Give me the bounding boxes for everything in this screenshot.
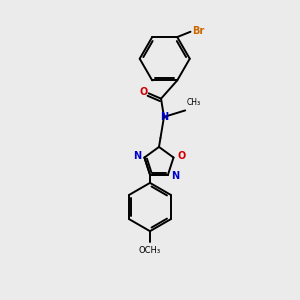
Text: N: N: [133, 151, 142, 161]
Text: CH₃: CH₃: [187, 98, 201, 107]
Text: O: O: [139, 87, 148, 97]
Text: OCH₃: OCH₃: [139, 247, 161, 256]
Text: Br: Br: [192, 26, 204, 36]
Text: N: N: [171, 171, 179, 181]
Text: O: O: [177, 151, 186, 161]
Text: N: N: [160, 112, 168, 122]
